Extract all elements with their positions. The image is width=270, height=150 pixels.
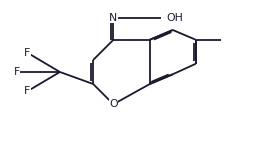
Text: O: O <box>109 99 118 109</box>
Text: N: N <box>109 13 117 23</box>
Text: F: F <box>24 87 30 96</box>
Text: F: F <box>14 67 20 77</box>
Text: F: F <box>24 48 30 57</box>
Text: OH: OH <box>167 13 184 23</box>
